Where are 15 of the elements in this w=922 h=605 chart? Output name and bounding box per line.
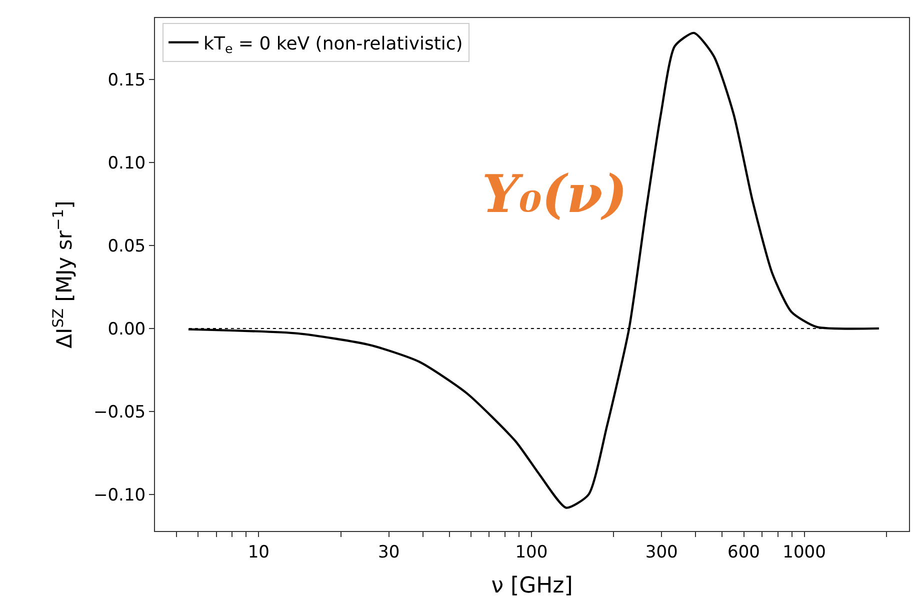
x-tick-label: 600 xyxy=(728,542,760,562)
annotation: Y₀(ν) xyxy=(482,164,628,225)
y-tick-label: −0.10 xyxy=(93,485,146,506)
y-tick-label: 0.15 xyxy=(108,70,146,90)
y-tick-label: 0.10 xyxy=(108,153,146,174)
y-tick-label: 0.00 xyxy=(108,319,146,340)
x-tick-label: 10 xyxy=(248,542,270,562)
x-axis-title: ν [GHz] xyxy=(491,573,573,598)
y-tick-label: −0.05 xyxy=(93,402,146,422)
x-tick-label: 1000 xyxy=(782,542,826,562)
x-tick-label: 30 xyxy=(378,542,400,562)
y-tick-label: 0.05 xyxy=(108,236,146,256)
legend-label: kT$_{e}$ = 0 keV (non-relativistic) xyxy=(204,33,463,56)
x-tick-label: 300 xyxy=(645,542,678,562)
x-tick-label: 100 xyxy=(515,542,548,562)
